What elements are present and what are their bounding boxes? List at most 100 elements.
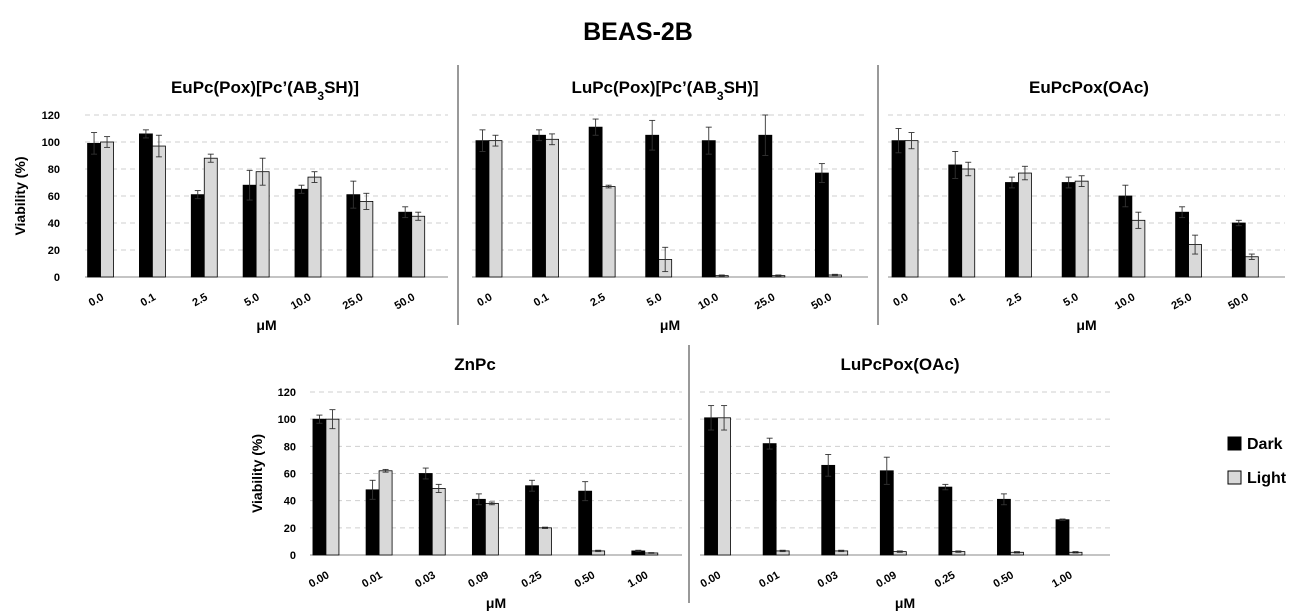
x-tick-label: 0.25	[933, 569, 958, 590]
bar	[938, 486, 953, 556]
x-tick-label: 0.25	[519, 569, 544, 590]
x-tick-label: 10.0	[696, 291, 721, 312]
x-axis-label: μM	[660, 317, 680, 333]
x-tick-label: 0.1	[532, 291, 551, 309]
bar	[190, 194, 205, 278]
x-tick-label: 0.09	[874, 569, 899, 590]
legend-label: Dark	[1247, 436, 1283, 453]
y-tick-label: 120	[42, 110, 60, 122]
chart-title-part: EuPcPox(OAc)	[1029, 78, 1149, 97]
x-tick-label: 50.0	[809, 291, 834, 312]
bar	[1074, 180, 1089, 278]
bar	[645, 134, 660, 278]
chart-panel: EuPc(Pox)[Pc’(AB3SH)] 0 20 40 60 80 100 120 Viab…	[12, 78, 448, 333]
bar	[488, 140, 503, 278]
y-tick-label: 40	[284, 496, 296, 508]
y-tick-label: 80	[48, 164, 60, 176]
x-tick-label: 0.00	[307, 569, 332, 590]
bar	[704, 417, 718, 556]
x-tick-label: 50.0	[393, 291, 418, 312]
bar	[545, 138, 559, 278]
y-tick-label: 0	[54, 272, 60, 284]
bar	[431, 488, 446, 556]
x-tick-label: 0.01	[757, 569, 782, 590]
x-tick-label: 0.0	[475, 291, 494, 309]
y-tick-label: 40	[48, 218, 60, 230]
x-axis-label: μM	[1076, 317, 1096, 333]
x-tick-label: 5.0	[645, 291, 664, 309]
x-tick-label: 0.03	[413, 569, 438, 590]
x-tick-label: 25.0	[1170, 291, 1195, 312]
chart-title: LuPc(Pox)[Pc’(AB3SH)]	[571, 78, 758, 103]
x-tick-label: 25.0	[341, 291, 366, 312]
bar	[717, 417, 731, 556]
chart-title-part: LuPc(Pox)[Pc’(AB	[571, 78, 716, 97]
bar	[471, 498, 486, 556]
chart-title-part: EuPc(Pox)[Pc’(AB	[171, 78, 317, 97]
bar	[961, 168, 976, 278]
chart-title: EuPcPox(OAc)	[1029, 78, 1149, 97]
bar	[601, 186, 616, 278]
legend: Dark Light	[1227, 436, 1287, 487]
x-tick-label: 2.5	[191, 291, 210, 309]
bar	[359, 200, 374, 278]
bar	[152, 145, 166, 278]
bar	[294, 188, 309, 278]
x-axis-label: μM	[895, 595, 915, 611]
bar	[701, 140, 716, 278]
y-axis-label: Viability (%)	[249, 434, 265, 513]
chart-panel: LuPcPox(OAc) 0.00 0.01 0.03 0.09 0.25 0.50 1.00…	[699, 355, 1110, 611]
bar	[139, 133, 153, 278]
bar	[418, 473, 433, 556]
chart-panel: ZnPc 0 20 40 60 80 100 120 Viability (%) 0.00 0.01…	[249, 355, 682, 611]
x-tick-label: 0.0	[891, 291, 910, 309]
chart-title: ZnPc	[454, 355, 496, 374]
bar	[203, 157, 218, 278]
bar	[815, 172, 829, 278]
chart-title-part: SH)]	[724, 78, 759, 97]
x-axis-label: μM	[486, 595, 506, 611]
bar	[307, 176, 322, 278]
bar	[312, 418, 327, 556]
x-tick-label: 0.09	[466, 569, 491, 590]
figure-title: BEAS-2B	[583, 18, 693, 46]
bar	[100, 141, 114, 278]
bar	[378, 470, 393, 556]
x-tick-label: 0.00	[699, 569, 724, 590]
bar	[891, 140, 906, 278]
bar	[398, 211, 413, 278]
bar	[325, 418, 340, 556]
x-tick-label: 0.03	[816, 569, 841, 590]
bar	[1061, 182, 1076, 278]
x-tick-label: 0.0	[87, 291, 106, 309]
y-tick-label: 60	[48, 191, 60, 203]
bar	[758, 134, 773, 278]
bar	[904, 140, 919, 278]
bar	[411, 215, 426, 278]
legend-swatch	[1227, 436, 1242, 451]
x-tick-label: 25.0	[753, 291, 778, 312]
x-tick-label: 2.5	[1005, 291, 1024, 309]
bar	[475, 140, 490, 278]
y-tick-label: 20	[48, 245, 60, 257]
y-tick-label: 20	[284, 523, 296, 535]
x-tick-label: 0.1	[139, 291, 158, 309]
x-tick-label: 1.00	[1050, 569, 1075, 590]
x-tick-label: 0.50	[573, 569, 598, 590]
chart-title: EuPc(Pox)[Pc’(AB3SH)]	[171, 78, 359, 103]
y-tick-label: 100	[278, 414, 296, 426]
bar	[997, 498, 1011, 556]
x-axis-label: μM	[256, 317, 276, 333]
x-tick-label: 0.50	[991, 569, 1016, 590]
bar	[1018, 172, 1032, 278]
x-tick-label: 1.00	[626, 569, 651, 590]
x-tick-label: 2.5	[588, 291, 607, 309]
chart-panel: EuPcPox(OAc) 0.0 0.1 2.5 5.0 10.0 25.0 50.0 μM	[888, 78, 1285, 333]
bar	[1118, 195, 1133, 278]
chart-title-subscript: 3	[717, 89, 724, 103]
y-tick-label: 120	[278, 387, 296, 399]
bar	[1055, 519, 1070, 556]
chart-panels: EuPc(Pox)[Pc’(AB3SH)]020406080100120Viab…	[12, 78, 1285, 611]
bar	[1231, 222, 1246, 278]
